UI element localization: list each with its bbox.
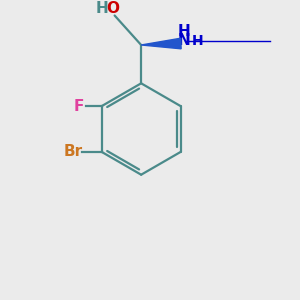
Text: Br: Br <box>64 144 83 159</box>
Text: N: N <box>178 33 190 48</box>
Text: H: H <box>96 1 109 16</box>
Text: H: H <box>178 24 190 39</box>
Polygon shape <box>141 38 181 49</box>
Text: H: H <box>191 34 203 48</box>
Text: O: O <box>106 1 120 16</box>
Text: F: F <box>74 99 84 114</box>
